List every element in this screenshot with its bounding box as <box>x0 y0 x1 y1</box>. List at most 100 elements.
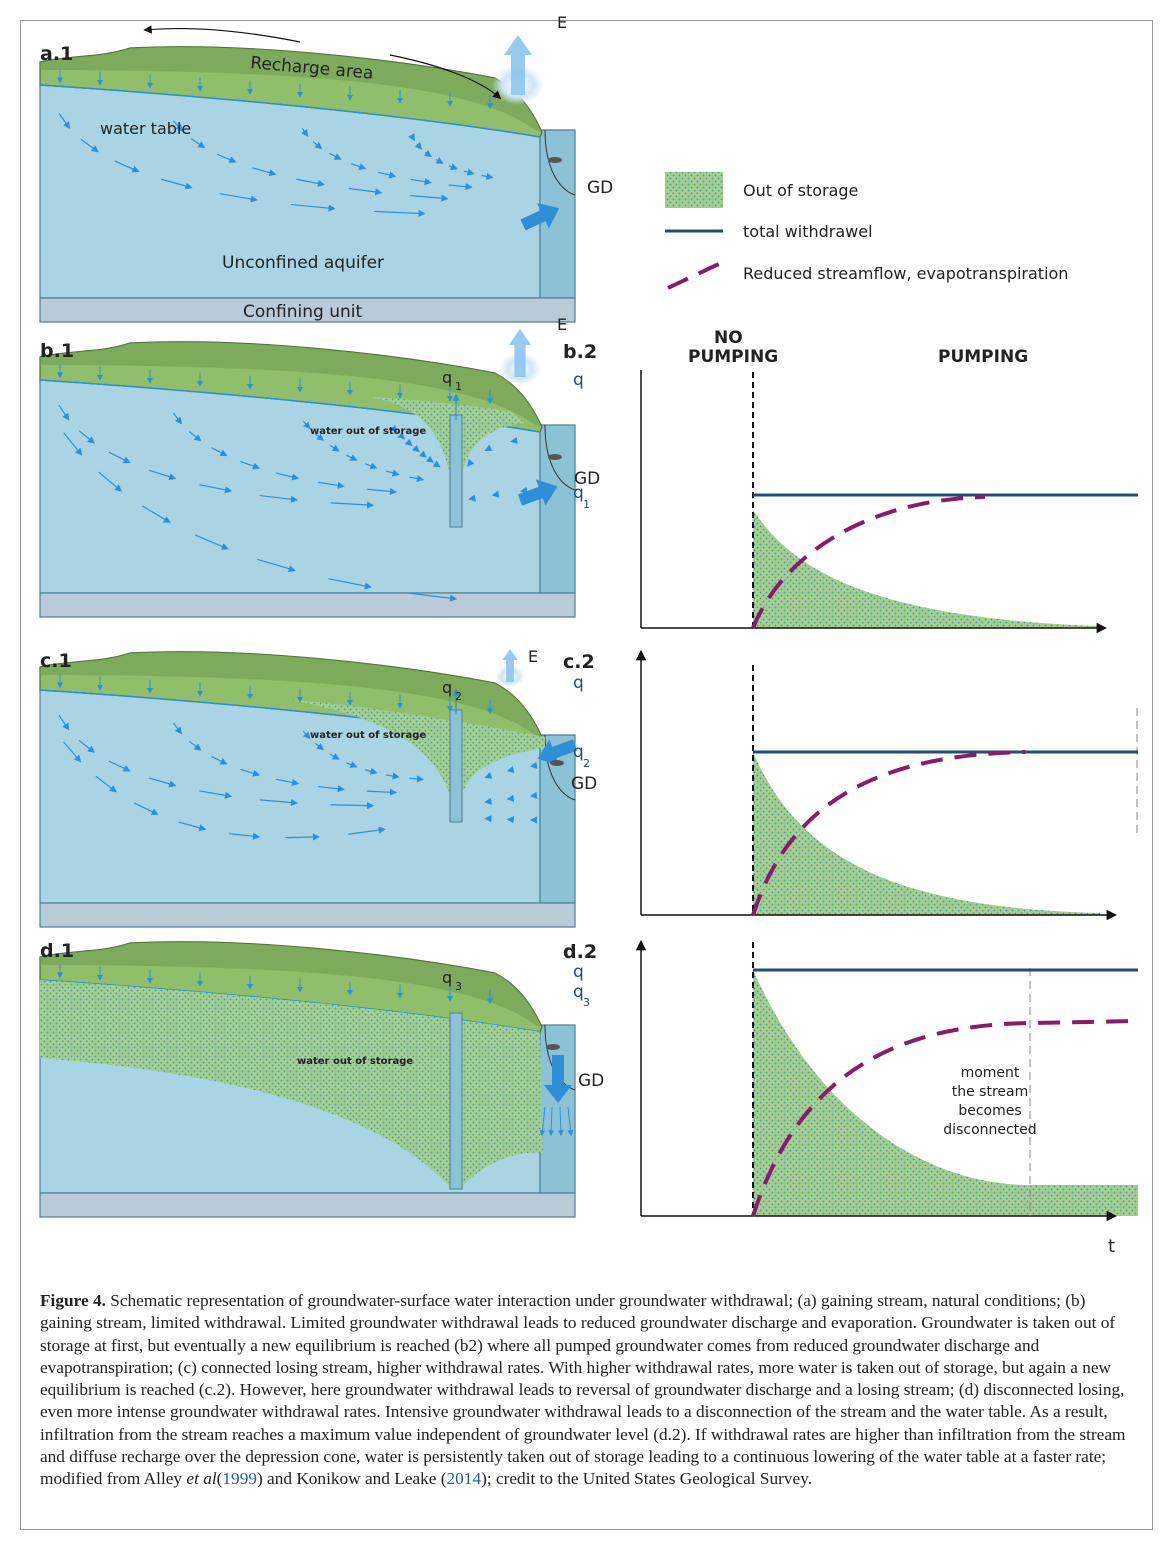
flow-arrow <box>412 444 420 453</box>
well-subscript: 1 <box>455 380 462 393</box>
figure: a.1 Recharge area E water table GD Uncon… <box>39 13 1139 1257</box>
legend-swatch <box>665 172 723 208</box>
flow-arrow <box>317 785 345 793</box>
storage-label: water out of storage <box>310 730 426 741</box>
flow-arrow <box>275 472 300 481</box>
well-subscript: 2 <box>455 690 462 703</box>
flow-arrow <box>173 722 183 735</box>
flow-arrow <box>435 157 444 164</box>
flow-arrow <box>491 490 500 498</box>
infiltration-arrow <box>548 1106 555 1137</box>
legend-label: Out of storage <box>743 181 858 200</box>
flow-arrow <box>98 471 123 492</box>
flow-arrow <box>408 592 458 602</box>
water-table-label: water table <box>100 119 191 138</box>
flow-arrow <box>219 193 258 203</box>
rate-subscript: 1 <box>583 498 590 511</box>
discharge-label: GD <box>587 178 613 198</box>
flow-arrow <box>348 826 386 835</box>
flow-arrow <box>330 501 375 509</box>
flow-arrow <box>423 149 432 158</box>
flow-arrow <box>510 436 518 444</box>
flow-arrow <box>484 797 492 805</box>
flow-arrow <box>302 420 311 430</box>
flow-arrow <box>330 802 375 810</box>
reduced-flow-curve <box>751 495 986 629</box>
discharge-label: GD <box>574 469 600 489</box>
flow-arrow <box>240 460 261 470</box>
flow-arrow <box>506 765 515 774</box>
storage-zone <box>290 700 545 795</box>
y-axis-label: q <box>573 673 584 693</box>
flow-arrow <box>519 486 528 494</box>
flow-arrow <box>63 432 83 456</box>
caption-text: ( <box>216 1469 223 1489</box>
panel-label: a.1 <box>40 43 73 65</box>
storage-area <box>753 970 1138 1216</box>
flow-arrow <box>301 128 309 137</box>
well-subscript: 3 <box>455 980 462 993</box>
well <box>449 1012 463 1190</box>
flow-arrow <box>211 447 228 457</box>
storage-label: water out of storage <box>310 426 426 437</box>
panel-label: d.2 <box>563 941 597 963</box>
figure-frame <box>20 20 1153 1530</box>
flow-arrow <box>466 458 475 467</box>
caption-text: Schematic representation of groundwater-… <box>40 1291 1126 1489</box>
flow-arrow <box>173 120 183 132</box>
flow-arrow <box>58 405 70 421</box>
rate-label: q <box>573 982 584 1002</box>
flow-arrow <box>161 178 193 190</box>
flow-arrow <box>386 772 400 780</box>
fish <box>550 760 564 766</box>
flow-arrow <box>484 771 493 779</box>
discharge-arrow <box>544 1055 572 1103</box>
rate-subscript: 2 <box>583 757 590 770</box>
caption-reference[interactable]: 2014 <box>446 1469 482 1489</box>
y-axis-label: q <box>573 370 584 390</box>
flow-arrow <box>78 739 96 753</box>
block-diagram <box>39 650 576 928</box>
flow-arrow <box>252 167 277 177</box>
caption: Figure 4. Schematic representation of gr… <box>40 1290 1135 1491</box>
storage-area <box>753 510 1100 628</box>
phase-label: PUMPING <box>688 347 778 367</box>
flow-arrow <box>257 558 296 573</box>
flow-arrow <box>173 412 183 425</box>
fish <box>548 157 562 163</box>
flow-arrow <box>188 740 202 751</box>
flow-arrow <box>463 168 475 176</box>
rate-label: q <box>573 742 584 762</box>
discharge-arrow <box>517 479 558 506</box>
flow-arrow <box>414 141 423 150</box>
flow-arrow <box>58 113 71 130</box>
well <box>449 414 463 528</box>
flow-arrow <box>78 430 95 444</box>
flow-arrow <box>114 160 140 173</box>
flow-arrow <box>529 761 538 769</box>
caption-text: ) and Konikow and Leake ( <box>256 1469 447 1489</box>
flow-arrow <box>481 172 494 180</box>
discharge-arrow <box>537 739 578 766</box>
flow-arrow <box>529 791 538 799</box>
flow-arrow <box>385 469 400 477</box>
flow-arrow <box>350 163 367 171</box>
recharge-arrow <box>389 54 502 100</box>
flow-arrow <box>328 578 372 590</box>
flow-arrow <box>366 788 398 796</box>
flow-arrow <box>348 187 383 196</box>
flow-arrow <box>275 778 300 786</box>
evaporation-arrow <box>508 329 532 377</box>
discharge-label: GD <box>578 1071 604 1091</box>
discharge-arrow <box>520 203 560 231</box>
well-label: q <box>442 678 452 697</box>
flow-arrow <box>432 460 441 468</box>
flow-arrow <box>425 455 434 463</box>
evaporation-arrow <box>504 35 532 95</box>
fish <box>548 454 562 460</box>
flow-arrow <box>315 433 325 442</box>
flow-arrow <box>259 798 299 807</box>
caption-reference[interactable]: 1999 <box>222 1469 257 1489</box>
flow-arrow <box>378 171 397 179</box>
flow-arrow <box>80 138 99 153</box>
